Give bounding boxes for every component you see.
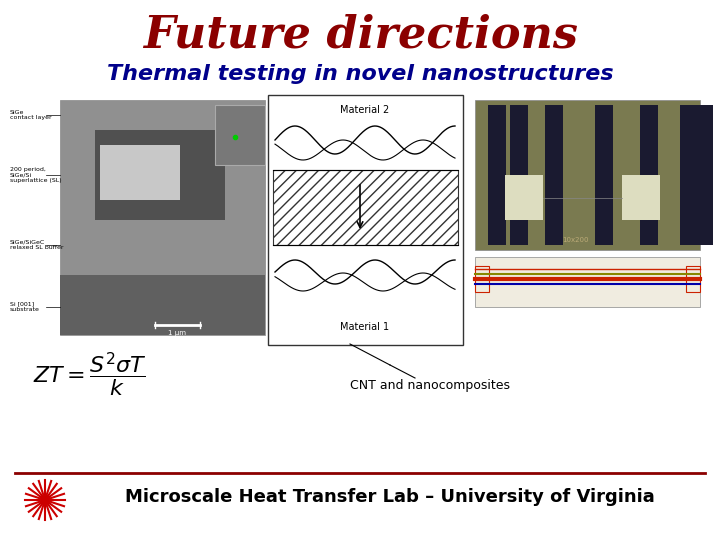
Bar xyxy=(268,95,463,345)
Bar xyxy=(475,257,700,307)
Text: Si [001]
substrate: Si [001] substrate xyxy=(10,302,40,313)
Bar xyxy=(100,145,180,200)
Bar xyxy=(273,170,458,245)
Bar xyxy=(695,105,713,245)
Bar xyxy=(488,105,506,245)
Text: 200 period,
SiGe/Si
superlattice (SL): 200 period, SiGe/Si superlattice (SL) xyxy=(10,167,62,183)
Bar xyxy=(686,266,700,292)
Bar xyxy=(510,105,528,245)
Bar xyxy=(95,130,225,220)
Circle shape xyxy=(40,495,50,505)
Text: Future directions: Future directions xyxy=(143,14,577,57)
Text: 1 µm: 1 µm xyxy=(168,330,186,336)
Text: $ZT = \dfrac{S^2 \sigma T}{k}$: $ZT = \dfrac{S^2 \sigma T}{k}$ xyxy=(33,351,147,399)
Bar xyxy=(475,266,489,292)
Bar xyxy=(680,105,698,245)
Bar xyxy=(475,100,700,250)
Text: Microscale Heat Transfer Lab – University of Virginia: Microscale Heat Transfer Lab – Universit… xyxy=(125,488,655,506)
Bar xyxy=(215,105,265,165)
Text: CNT and nanocomposites: CNT and nanocomposites xyxy=(350,379,510,392)
Text: 10x200: 10x200 xyxy=(562,237,588,243)
Text: Thermal testing in novel nanostructures: Thermal testing in novel nanostructures xyxy=(107,64,613,84)
Bar xyxy=(505,175,543,220)
Text: Material 2: Material 2 xyxy=(341,105,390,115)
Bar xyxy=(60,100,265,335)
Bar xyxy=(595,105,613,245)
Bar xyxy=(60,275,265,335)
Bar xyxy=(640,105,658,245)
Bar xyxy=(622,175,660,220)
Text: SiGe/SiGeC
relaxed SL buffer: SiGe/SiGeC relaxed SL buffer xyxy=(10,240,63,251)
Bar xyxy=(545,105,563,245)
Text: SiGe
contact layer: SiGe contact layer xyxy=(10,110,52,120)
Text: Material 1: Material 1 xyxy=(341,322,390,332)
